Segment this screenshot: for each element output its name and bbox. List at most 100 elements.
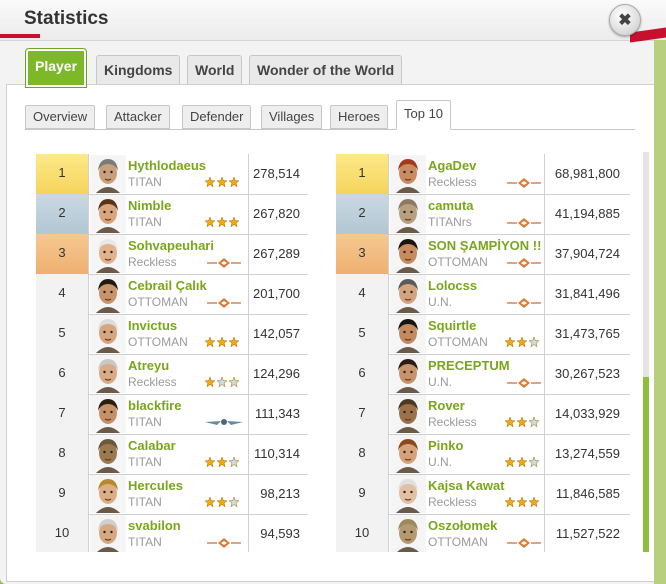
player-avatar[interactable] [90,435,126,473]
player-avatar[interactable] [90,235,126,273]
kingdom-name[interactable]: Reckless [428,495,477,509]
player-name-link[interactable]: Calabar [128,438,176,453]
table-row[interactable]: 7 blackfire TITAN 111,343 [36,394,308,435]
player-name-link[interactable]: Sohvapeuhari [128,238,214,253]
table-row[interactable]: 8 Pinko U.N. 13,274,559 [336,434,630,475]
player-avatar[interactable] [390,155,426,193]
rank-badge-icon [203,416,245,428]
subtab-top-10[interactable]: Top 10 [396,100,452,130]
rank-badge-icon [503,416,545,428]
subtab-defender[interactable]: Defender [182,105,252,129]
player-avatar[interactable] [390,235,426,273]
kingdom-name[interactable]: Reckless [128,375,177,389]
player-name-link[interactable]: camuta [428,198,474,213]
player-avatar[interactable] [390,195,426,233]
player-name-link[interactable]: Hythlodaeus [128,158,207,173]
player-avatar[interactable] [390,435,426,473]
player-name-link[interactable]: AgaDev [428,158,477,173]
kingdom-name[interactable]: OTTOMAN [428,535,488,549]
player-avatar[interactable] [390,355,426,393]
kingdom-name[interactable]: Reckless [128,255,177,269]
table-row[interactable]: 4 Cebrail Çalık OTTOMAN 201,700 [36,274,308,315]
player-avatar[interactable] [90,355,126,393]
player-name-link[interactable]: Oszołomek [428,518,498,533]
player-name-link[interactable]: Nimble [128,198,172,213]
table-row[interactable]: 7 Rover Reckless 14,033,929 [336,394,630,435]
player-name-link[interactable]: Lolocss [428,278,478,293]
player-name-link[interactable]: Cebrail Çalık [128,278,207,293]
subtab-heroes[interactable]: Heroes [330,105,388,129]
player-avatar[interactable] [390,515,426,552]
table-row[interactable]: 9 Hercules TITAN 98,213 [36,474,308,515]
subtab-attacker[interactable]: Attacker [106,105,170,129]
kingdom-name[interactable]: OTTOMAN [428,335,488,349]
kingdom-name[interactable]: OTTOMAN [128,335,188,349]
kingdom-name[interactable]: Reckless [428,175,477,189]
kingdom-name[interactable]: OTTOMAN [428,255,488,269]
player-avatar[interactable] [90,475,126,513]
player-name-link[interactable]: Rover [428,398,465,413]
player-name-link[interactable]: Squirtle [428,318,477,333]
points-cell: 124,296 [248,354,308,394]
scrollbar[interactable] [643,152,649,552]
player-avatar[interactable] [90,275,126,313]
player-avatar[interactable] [390,315,426,353]
kingdom-name[interactable]: U.N. [428,295,452,309]
table-row[interactable]: 6 PRECEPTUM U.N. 30,267,523 [336,354,630,395]
table-row[interactable]: 10 svabilon TITAN 94,593 [36,514,308,552]
player-name-link[interactable]: Hercules [128,478,183,493]
player-name-link[interactable]: Invictus [128,318,178,333]
kingdom-name[interactable]: TITAN [128,175,162,189]
points-cell: 201,700 [248,274,308,314]
rank-cell: 6 [336,354,389,394]
kingdom-name[interactable]: TITAN [128,455,162,469]
player-name-link[interactable]: Pinko [428,438,464,453]
kingdom-name[interactable]: TITAN [128,215,162,229]
player-name-link[interactable]: Kajsa Kawat [428,478,505,493]
player-name-link[interactable]: blackfire [128,398,182,413]
table-row[interactable]: 2 Nimble TITAN 267,820 [36,194,308,235]
player-name-link[interactable]: svabilon [128,518,181,533]
subtab-overview[interactable]: Overview [25,105,96,129]
tab-player[interactable]: Player [26,49,87,87]
kingdom-name[interactable]: OTTOMAN [128,295,188,309]
player-avatar[interactable] [90,395,126,433]
kingdom-name[interactable]: U.N. [428,455,452,469]
table-row[interactable]: 9 Kajsa Kawat Reckless 11,846,585 [336,474,630,515]
table-row[interactable]: 8 Calabar TITAN 110,314 [36,434,308,475]
close-button[interactable]: ✖ [609,4,641,36]
table-row[interactable]: 3 SON ŞAMPİYON !! OTTOMAN 37,904,724 [336,234,630,275]
player-avatar[interactable] [90,155,126,193]
table-row[interactable]: 5 Invictus OTTOMAN 142,057 [36,314,308,355]
player-avatar[interactable] [390,275,426,313]
table-row[interactable]: 5 Squirtle OTTOMAN 31,473,765 [336,314,630,355]
table-row[interactable]: 3 Sohvapeuhari Reckless 267,289 [36,234,308,275]
player-name-link[interactable]: PRECEPTUM [428,358,510,373]
table-row[interactable]: 4 Lolocss U.N. 31,841,496 [336,274,630,315]
player-avatar[interactable] [90,195,126,233]
table-row[interactable]: 2 camuta TITANrs 41,194,885 [336,194,630,235]
kingdom-name[interactable]: TITAN [128,415,162,429]
kingdom-name[interactable]: TITANrs [428,215,472,229]
player-avatar[interactable] [90,515,126,552]
tab-kingdoms[interactable]: Kingdoms [96,55,181,84]
kingdom-name[interactable]: TITAN [128,535,162,549]
player-avatar[interactable] [390,475,426,513]
kingdom-name[interactable]: U.N. [428,375,452,389]
subtab-villages[interactable]: Villages [261,105,323,129]
points-cell: 110,314 [248,434,308,474]
table-row[interactable]: 1 AgaDev Reckless 68,981,800 [336,154,630,195]
kingdom-name[interactable]: Reckless [428,415,477,429]
points-cell: 278,514 [248,154,308,194]
player-name-link[interactable]: SON ŞAMPİYON !! [428,238,542,253]
player-name-link[interactable]: Atreyu [128,358,170,373]
table-row[interactable]: 1 Hythlodaeus TITAN 278,514 [36,154,308,195]
scrollbar-thumb[interactable] [643,377,649,552]
kingdom-name[interactable]: TITAN [128,495,162,509]
table-row[interactable]: 10 Oszołomek OTTOMAN 11,527,522 [336,514,630,552]
player-avatar[interactable] [390,395,426,433]
tab-world[interactable]: World [187,55,243,84]
tab-wonder-of-the-world[interactable]: Wonder of the World [249,55,403,84]
table-row[interactable]: 6 Atreyu Reckless 124,296 [36,354,308,395]
player-avatar[interactable] [90,315,126,353]
